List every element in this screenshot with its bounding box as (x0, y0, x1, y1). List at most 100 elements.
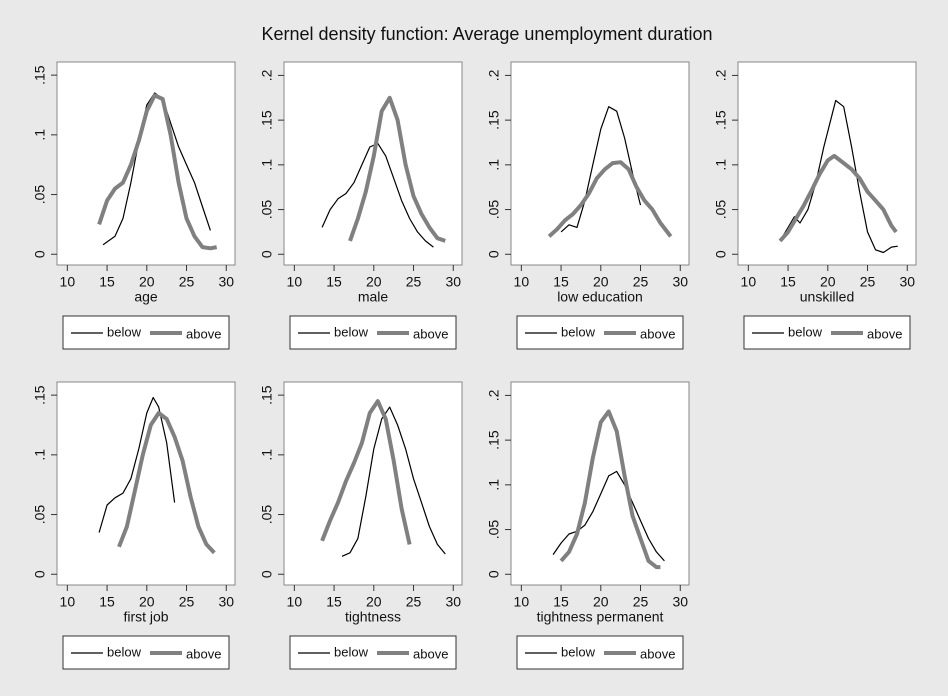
density-line (559, 409, 661, 570)
y-tick-label: .1 (259, 449, 275, 461)
x-tick-label: 20 (366, 594, 382, 610)
y-tick-label: .05 (486, 520, 502, 540)
density-line (778, 153, 898, 243)
x-axis-label: age (134, 289, 158, 305)
legend-label: below (107, 324, 142, 339)
x-tick-label: 15 (326, 274, 342, 290)
y-tick-label: .1 (486, 159, 502, 171)
y-tick-label: .05 (259, 505, 275, 525)
x-tick-label: 25 (179, 274, 195, 290)
density-line (117, 411, 216, 555)
x-tick-label: 20 (139, 594, 155, 610)
legend-label: below (788, 324, 823, 339)
density-line (97, 93, 218, 251)
x-axis-label: male (358, 289, 389, 305)
y-tick-label: .15 (32, 65, 48, 85)
x-tick-label: 15 (99, 594, 115, 610)
y-tick-label: .1 (713, 159, 729, 171)
legend-label: below (561, 644, 596, 659)
legend-label: above (640, 326, 675, 341)
y-tick-label: .15 (259, 385, 275, 405)
x-axis-label: low education (557, 289, 643, 305)
y-tick-label: .2 (486, 389, 502, 401)
x-tick-label: 10 (514, 274, 530, 290)
x-tick-label: 25 (633, 274, 649, 290)
x-tick-label: 25 (406, 274, 422, 290)
legend-label: above (186, 326, 221, 341)
x-tick-label: 15 (780, 274, 796, 290)
x-tick-label: 10 (287, 594, 303, 610)
legend-label: below (561, 324, 596, 339)
y-tick-label: .05 (32, 505, 48, 525)
x-tick-label: 25 (633, 594, 649, 610)
y-tick-label: 0 (32, 250, 48, 258)
y-tick-label: .2 (259, 69, 275, 81)
y-tick-label: .15 (259, 110, 275, 130)
density-line (552, 470, 665, 562)
y-tick-label: .2 (713, 69, 729, 81)
legend-label: below (334, 644, 369, 659)
figure-title: Kernel density function: Average unemplo… (262, 24, 713, 44)
legend-label: above (867, 326, 902, 341)
x-tick-label: 10 (514, 594, 530, 610)
density-line (341, 406, 446, 557)
legend-label: below (334, 324, 369, 339)
x-tick-label: 20 (366, 274, 382, 290)
x-tick-label: 10 (287, 274, 303, 290)
x-tick-label: 25 (179, 594, 195, 610)
density-line (320, 399, 412, 545)
y-tick-label: 0 (486, 570, 502, 578)
x-tick-label: 30 (899, 274, 915, 290)
plot-area (56, 61, 236, 266)
legend-label: above (186, 646, 221, 661)
x-tick-label: 30 (445, 274, 461, 290)
y-tick-label: .1 (259, 159, 275, 171)
plot-area (510, 381, 690, 586)
x-tick-label: 30 (445, 594, 461, 610)
x-tick-label: 15 (326, 594, 342, 610)
density-line (560, 106, 642, 233)
y-tick-label: .15 (486, 110, 502, 130)
x-tick-label: 15 (553, 274, 569, 290)
x-tick-label: 30 (672, 594, 688, 610)
legend-label: above (640, 646, 675, 661)
x-tick-label: 30 (218, 594, 234, 610)
x-axis-label: tightness (345, 609, 401, 625)
x-axis-label: first job (123, 609, 168, 625)
legend-label: above (413, 646, 448, 661)
x-tick-label: 10 (60, 594, 76, 610)
plot-area (283, 381, 463, 586)
x-tick-label: 15 (99, 274, 115, 290)
density-line (547, 160, 673, 238)
y-tick-label: .1 (32, 449, 48, 461)
y-tick-label: .15 (32, 385, 48, 405)
x-tick-label: 20 (139, 274, 155, 290)
x-tick-label: 10 (60, 274, 76, 290)
y-tick-label: .05 (486, 200, 502, 220)
y-tick-label: 0 (259, 570, 275, 578)
x-tick-label: 30 (218, 274, 234, 290)
y-tick-label: 0 (713, 250, 729, 258)
x-tick-label: 15 (553, 594, 569, 610)
y-tick-label: 0 (486, 250, 502, 258)
x-tick-label: 20 (593, 274, 609, 290)
y-tick-label: 0 (259, 250, 275, 258)
x-tick-label: 20 (820, 274, 836, 290)
plot-area (56, 381, 236, 586)
plot-area (510, 61, 690, 266)
y-tick-label: .05 (713, 200, 729, 220)
x-tick-label: 10 (741, 274, 757, 290)
x-axis-label: tightness permanent (537, 609, 664, 625)
density-line (348, 95, 446, 243)
x-tick-label: 30 (672, 274, 688, 290)
density-line (98, 396, 176, 533)
x-axis-label: unskilled (800, 289, 854, 305)
density-line (779, 99, 898, 254)
y-tick-label: .1 (486, 479, 502, 491)
y-tick-label: .05 (259, 200, 275, 220)
legend-label: below (107, 644, 142, 659)
x-tick-label: 20 (593, 594, 609, 610)
x-tick-label: 25 (406, 594, 422, 610)
